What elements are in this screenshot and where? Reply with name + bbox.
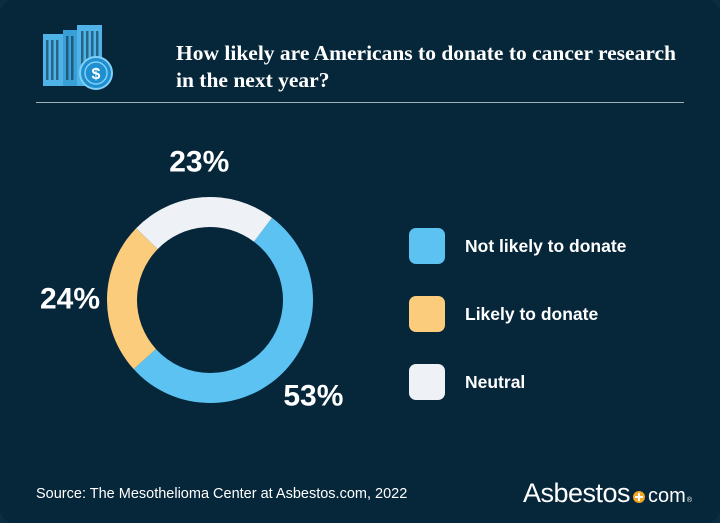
source-note: Source: The Mesothelioma Center at Asbes… xyxy=(36,486,408,502)
building-dollar-icon: $ xyxy=(40,22,116,92)
logo-tld: com xyxy=(648,485,686,507)
asbestos-logo: Asbestos com ® xyxy=(523,478,692,509)
title-divider xyxy=(36,102,684,103)
data-label-likely: 24% xyxy=(40,283,100,316)
plus-icon xyxy=(633,491,646,503)
slice-neutral xyxy=(136,197,272,250)
slice-not-likely xyxy=(133,217,313,404)
slice-likely xyxy=(106,228,158,370)
legend-label-likely: Likely to donate xyxy=(465,303,599,324)
svg-text:$: $ xyxy=(92,66,101,83)
legend-item-not-likely: Not likely to donate xyxy=(409,212,626,280)
legend-swatch-neutral xyxy=(409,364,445,400)
legend-label-neutral: Neutral xyxy=(465,371,526,392)
data-label-not-likely: 53% xyxy=(283,379,343,412)
legend-label-not-likely: Not likely to donate xyxy=(465,235,627,256)
legend-item-neutral: Neutral xyxy=(409,348,626,416)
chart-title: How likely are Americans to donate to ca… xyxy=(176,41,676,92)
logo-wordmark: Asbestos xyxy=(522,478,631,508)
data-label-neutral: 23% xyxy=(169,145,229,178)
legend-swatch-not-likely xyxy=(409,228,445,264)
legend-swatch-likely xyxy=(409,296,445,332)
chart-legend: Not likely to donate Likely to donate Ne… xyxy=(409,212,626,416)
registered-mark: ® xyxy=(686,497,692,504)
legend-item-likely: Likely to donate xyxy=(409,280,626,348)
